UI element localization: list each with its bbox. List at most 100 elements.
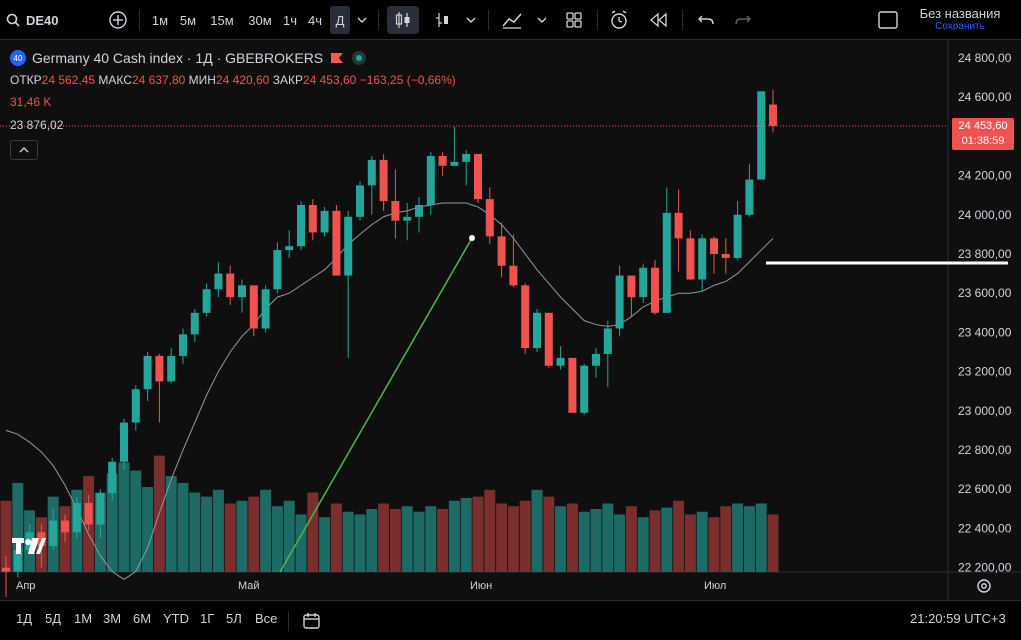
volume-bar xyxy=(366,508,378,572)
volume-bar xyxy=(224,503,236,572)
clock-timezone[interactable]: 21:20:59 UTC+3 xyxy=(910,611,1006,626)
candle-body xyxy=(769,104,777,126)
go-to-date-button[interactable] xyxy=(302,611,322,636)
bars-style-button[interactable] xyxy=(428,6,456,34)
gear-icon xyxy=(977,579,991,593)
undo-icon xyxy=(698,15,714,25)
save-layout-button[interactable]: Без названия Сохранить xyxy=(905,6,1015,32)
volume-bar xyxy=(531,489,543,572)
volume-bar xyxy=(590,508,602,572)
candles-style-button[interactable] xyxy=(387,6,419,34)
tradingview-logo[interactable] xyxy=(12,536,46,561)
indicators-button[interactable] xyxy=(498,6,526,34)
volume-bar xyxy=(165,476,177,572)
interval-4h[interactable]: 4ч xyxy=(307,12,322,28)
candle-body xyxy=(415,205,423,217)
price-tick-label: 24 200,00 xyxy=(958,169,1012,183)
interval-15m[interactable]: 15м xyxy=(210,12,234,28)
candle-body xyxy=(627,275,636,298)
volume-bar xyxy=(142,487,154,572)
candle-body xyxy=(603,328,612,354)
collapse-legend-button[interactable] xyxy=(10,140,38,160)
interval-30m[interactable]: 30м xyxy=(248,12,272,28)
legend-title-row: 40 Germany 40 Cash index · 1Д · GBEBROKE… xyxy=(10,50,367,66)
chart-settings-button[interactable] xyxy=(975,577,993,600)
volume-bar xyxy=(720,506,732,572)
candle-body xyxy=(108,461,117,494)
range-1m[interactable]: 1М xyxy=(74,611,93,626)
time-tick-label: Апр xyxy=(16,580,35,592)
interval-d[interactable]: Д xyxy=(330,6,350,34)
volume-bar xyxy=(177,482,189,572)
candle-body xyxy=(615,275,624,329)
trend-line-drawing[interactable] xyxy=(279,237,473,573)
range-ytd[interactable]: YTD xyxy=(163,611,189,626)
range-6m[interactable]: 6М xyxy=(133,611,152,626)
range-1y[interactable]: 1Г xyxy=(200,611,215,626)
alert-button[interactable] xyxy=(606,6,634,34)
interval-5m[interactable]: 5м xyxy=(179,12,197,28)
layout-toggle-button[interactable] xyxy=(874,6,902,34)
volume-bars xyxy=(0,455,779,572)
symbol-search-button[interactable]: DE40 xyxy=(6,6,70,34)
candle-body xyxy=(698,238,707,280)
chart-style-dropdown[interactable] xyxy=(462,6,480,34)
volume-bar xyxy=(555,506,567,572)
replay-button[interactable] xyxy=(645,6,673,34)
compare-symbol-button[interactable] xyxy=(104,6,132,34)
candle-body xyxy=(509,265,518,286)
volume-bar xyxy=(507,506,519,572)
toolbar-divider xyxy=(488,10,489,30)
range-all[interactable]: Все xyxy=(255,611,278,626)
range-5y[interactable]: 5Л xyxy=(226,611,242,626)
toolbar-divider xyxy=(597,10,598,30)
low-value: 24 420,60 xyxy=(215,73,270,87)
range-5d[interactable]: 5Д xyxy=(45,611,62,626)
candle-body xyxy=(721,254,730,258)
countdown-timer: 01:38:59 xyxy=(961,135,1005,147)
volume-bar xyxy=(460,498,472,572)
price-tick-label: 22 800,00 xyxy=(958,443,1012,457)
market-status-icon[interactable] xyxy=(351,50,367,66)
volume-bar xyxy=(342,511,354,572)
toolbar-divider xyxy=(682,10,683,30)
candle-body xyxy=(662,212,671,313)
top-toolbar: DE40 1м 5м 15м 30м 1ч 4ч Д xyxy=(0,0,1021,40)
indicators-dropdown[interactable] xyxy=(533,6,551,34)
window-icon xyxy=(878,11,898,29)
layout-grid-button[interactable] xyxy=(560,6,588,34)
trend-line-handle[interactable] xyxy=(469,235,475,241)
last-price-value: 24 453,60 xyxy=(958,120,1008,132)
grid-icon xyxy=(566,12,582,28)
search-icon xyxy=(6,13,20,27)
calendar-icon xyxy=(303,613,320,629)
volume-bar xyxy=(378,503,390,572)
bars-icon xyxy=(436,13,448,27)
candle-body xyxy=(96,493,105,525)
volume-bar xyxy=(283,500,295,572)
candle-body xyxy=(462,154,471,162)
candle-body xyxy=(273,250,282,290)
redo-button[interactable] xyxy=(729,6,757,34)
toolbar-divider xyxy=(288,611,289,631)
candle-body xyxy=(533,312,541,349)
interval-1m[interactable]: 1м xyxy=(151,12,169,28)
layout-name: Без названия xyxy=(919,6,1001,21)
range-3m[interactable]: 3М xyxy=(103,611,122,626)
chevron-up-icon xyxy=(19,147,29,153)
candle-body xyxy=(568,357,577,413)
price-tick-label: 22 400,00 xyxy=(958,521,1012,535)
candle-body xyxy=(733,214,742,258)
volume-bar xyxy=(625,506,637,572)
flag-icon[interactable] xyxy=(329,52,345,64)
legend-title[interactable]: Germany 40 Cash index · 1Д · GBEBROKERS xyxy=(32,50,324,66)
undo-button[interactable] xyxy=(692,6,720,34)
range-1d[interactable]: 1Д xyxy=(16,611,33,626)
candle-body xyxy=(143,355,152,390)
interval-dropdown[interactable] xyxy=(354,6,370,34)
plus-circle-icon xyxy=(109,11,127,29)
interval-1h[interactable]: 1ч xyxy=(282,12,297,28)
candle-body xyxy=(485,199,494,237)
